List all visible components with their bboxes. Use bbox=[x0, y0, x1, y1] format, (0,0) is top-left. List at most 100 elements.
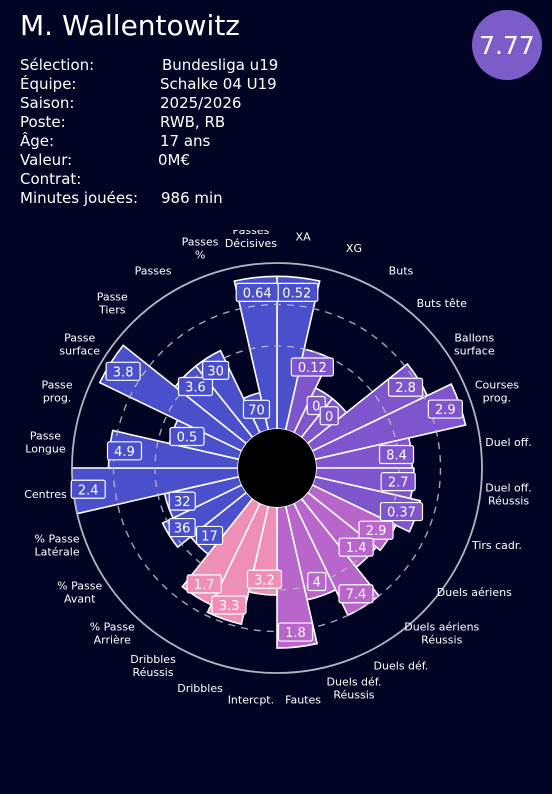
category-label: Passes Décisives bbox=[225, 230, 277, 250]
outer-ring bbox=[71, 262, 483, 674]
category-label: Fautes bbox=[285, 694, 321, 707]
value-label: 2.9 bbox=[366, 524, 387, 539]
category-label: Centres bbox=[24, 488, 67, 501]
category-label: Passe surface bbox=[59, 332, 100, 358]
value-box bbox=[169, 426, 205, 447]
category-label: XA bbox=[296, 230, 312, 243]
rating-badge: 7.77 bbox=[472, 10, 542, 80]
radar-category-labels: XA XG Buts Buts tête Ballons surface Courses pr… bbox=[24, 230, 532, 707]
category-label: % Passe Arrière bbox=[90, 620, 135, 646]
value-box bbox=[307, 571, 327, 592]
rating-value: 7.77 bbox=[479, 30, 535, 60]
category-label: Buts bbox=[389, 265, 414, 278]
info-label: Valeur: bbox=[20, 151, 73, 169]
value-label: 0.12 bbox=[298, 361, 327, 376]
value-label: 3.3 bbox=[219, 599, 240, 614]
info-value: 0M€ bbox=[158, 151, 191, 169]
dashed-ring bbox=[112, 303, 442, 633]
category-label: Duel off. Réussis bbox=[485, 482, 532, 508]
category-label: Duels aériens Réussis bbox=[404, 620, 479, 646]
value-box bbox=[338, 584, 374, 604]
value-label: 0 bbox=[312, 400, 320, 415]
radar-rings bbox=[71, 262, 483, 674]
value-label: 2.8 bbox=[395, 381, 416, 396]
value-box bbox=[211, 595, 247, 615]
category-label: Tirs cadr. bbox=[471, 539, 522, 552]
value-box bbox=[277, 622, 314, 642]
category-label: % Passe Latérale bbox=[35, 532, 80, 558]
info-label: Saison: bbox=[20, 94, 75, 112]
value-label: 8.4 bbox=[386, 449, 407, 464]
value-label: 4.9 bbox=[114, 445, 135, 460]
value-label: 0.37 bbox=[387, 506, 416, 521]
value-label: 4 bbox=[313, 576, 321, 591]
value-box bbox=[378, 444, 415, 465]
category-label: Duel off. bbox=[485, 436, 532, 449]
info-value: Bundesliga u19 bbox=[162, 56, 279, 74]
value-label: 2.7 bbox=[388, 476, 409, 491]
center-hole bbox=[238, 429, 316, 507]
value-box bbox=[186, 574, 222, 594]
value-box bbox=[106, 441, 143, 461]
value-label: 3.8 bbox=[113, 365, 134, 380]
value-label: 32 bbox=[174, 495, 191, 510]
value-box bbox=[242, 399, 271, 419]
category-label: Intercpt. bbox=[228, 694, 274, 707]
value-box bbox=[105, 361, 141, 381]
category-label: Dribbles Réussis bbox=[130, 653, 176, 679]
category-label: Duels déf. Réussis bbox=[327, 675, 382, 701]
value-label: 0.52 bbox=[282, 286, 311, 301]
value-label: 0.5 bbox=[177, 430, 198, 445]
category-label: Passe Longue bbox=[25, 429, 66, 455]
value-box bbox=[177, 376, 214, 397]
value-label: 70 bbox=[248, 403, 265, 418]
category-label: Buts tête bbox=[417, 297, 467, 310]
info-label: Âge: bbox=[20, 132, 55, 150]
category-label: % Passe Avant bbox=[57, 579, 102, 605]
value-label: 17 bbox=[201, 529, 218, 544]
value-label: 7.4 bbox=[346, 588, 367, 603]
value-box bbox=[235, 282, 279, 302]
value-label: 1.4 bbox=[346, 541, 367, 556]
value-box bbox=[358, 520, 394, 540]
value-label: 30 bbox=[207, 364, 224, 379]
value-label: 2.9 bbox=[435, 403, 456, 418]
info-value: 2025/2026 bbox=[160, 94, 242, 112]
info-label: Poste: bbox=[20, 113, 66, 131]
value-label: 2.4 bbox=[78, 483, 99, 498]
value-label: 1.8 bbox=[285, 626, 306, 641]
radar-value-labels: 0.520.12002.82.98.42.70.372.91.47.441.83… bbox=[70, 282, 463, 642]
value-box bbox=[338, 537, 374, 557]
value-label: 0 bbox=[325, 410, 333, 425]
value-box bbox=[246, 569, 283, 589]
info-value: 986 min bbox=[161, 189, 223, 207]
category-label: Duels déf. bbox=[374, 659, 429, 672]
category-label: Duels aériens bbox=[437, 586, 512, 599]
info-label: Sélection: bbox=[20, 56, 95, 74]
info-label: Contrat: bbox=[20, 170, 82, 188]
value-label: 0.64 bbox=[243, 286, 272, 301]
category-label: Passes% bbox=[182, 236, 219, 262]
dashed-ring bbox=[154, 345, 400, 591]
radar-chart: 0.520.12002.82.98.42.70.372.91.47.441.83… bbox=[24, 230, 532, 707]
category-label: Passe Tiers bbox=[97, 291, 128, 317]
info-label: Équipe: bbox=[20, 75, 77, 93]
value-box bbox=[195, 525, 224, 546]
value-box bbox=[427, 399, 463, 419]
value-label: 3.2 bbox=[254, 573, 275, 588]
value-label: 36 bbox=[174, 522, 191, 537]
value-box bbox=[168, 491, 196, 511]
value-box bbox=[202, 360, 230, 380]
value-box bbox=[319, 406, 339, 426]
value-box bbox=[70, 479, 106, 499]
info-value: 17 ans bbox=[160, 132, 211, 150]
category-label: Dribbles bbox=[177, 682, 223, 695]
category-label: Ballons surface bbox=[454, 332, 495, 358]
category-label: Passe prog. bbox=[42, 379, 73, 405]
info-value: Schalke 04 U19 bbox=[160, 75, 277, 93]
value-box bbox=[290, 357, 334, 377]
info-value: RWB, RB bbox=[160, 113, 226, 131]
value-label: 1.7 bbox=[194, 578, 215, 593]
value-label: 3.6 bbox=[185, 380, 206, 395]
category-label: Courses prog. bbox=[475, 379, 519, 405]
